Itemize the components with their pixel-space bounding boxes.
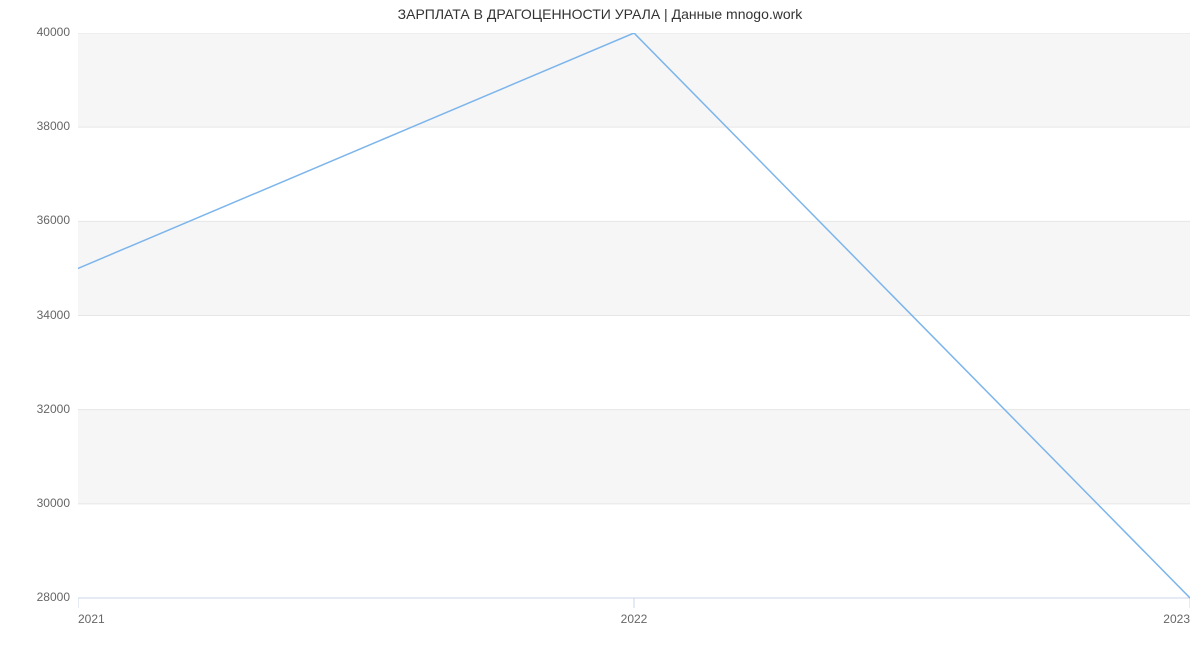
y-tick-label: 38000 bbox=[37, 119, 70, 133]
chart-title: ЗАРПЛАТА В ДРАГОЦЕННОСТИ УРАЛА | Данные … bbox=[0, 6, 1200, 22]
chart-plot bbox=[78, 33, 1190, 618]
y-tick-label: 32000 bbox=[37, 402, 70, 416]
x-tick-label: 2023 bbox=[1163, 612, 1190, 626]
y-tick-label: 28000 bbox=[37, 590, 70, 604]
chart-container: ЗАРПЛАТА В ДРАГОЦЕННОСТИ УРАЛА | Данные … bbox=[0, 0, 1200, 650]
y-tick-label: 40000 bbox=[37, 25, 70, 39]
y-tick-label: 34000 bbox=[37, 308, 70, 322]
x-tick-label: 2022 bbox=[621, 612, 648, 626]
x-tick-label: 2021 bbox=[78, 612, 105, 626]
y-tick-label: 36000 bbox=[37, 213, 70, 227]
y-tick-label: 30000 bbox=[37, 496, 70, 510]
